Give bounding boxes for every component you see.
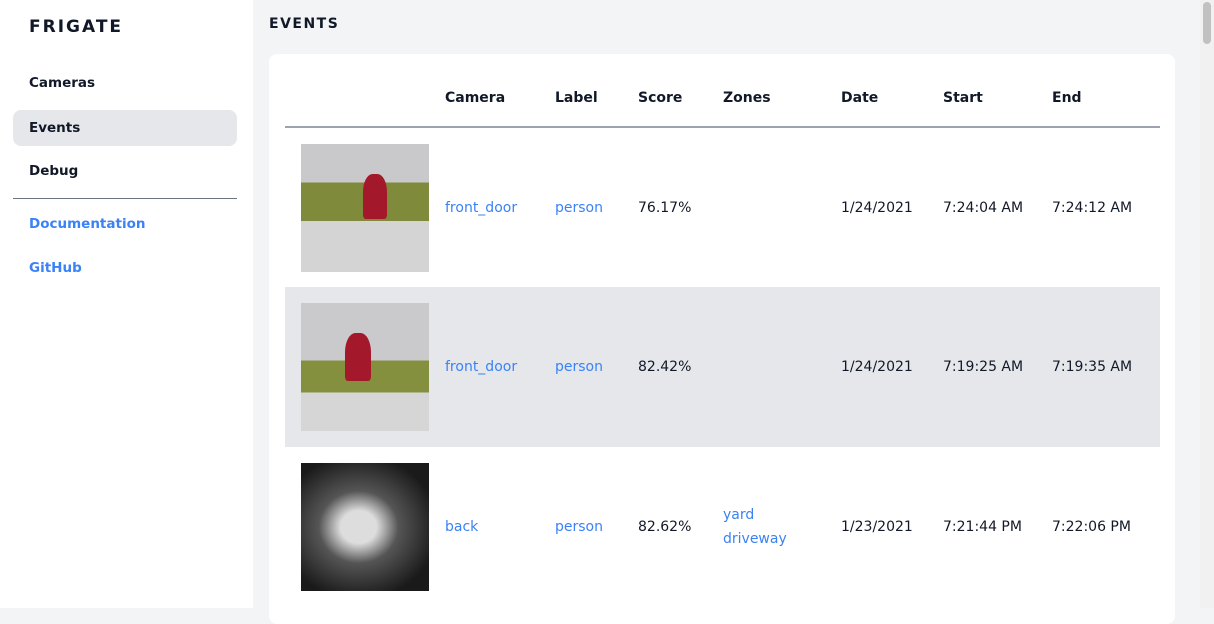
sidebar-divider xyxy=(13,198,237,199)
start-time: 7:19:25 AM xyxy=(943,287,1052,447)
zones: yard driveway xyxy=(723,447,841,607)
start-time: 7:21:44 PM xyxy=(943,519,1022,535)
event-thumbnail[interactable] xyxy=(301,303,429,431)
date: 1/23/2021 xyxy=(841,519,913,535)
end-time: 7:19:35 AM xyxy=(1052,287,1160,447)
camera-link[interactable]: front_door xyxy=(445,199,518,216)
header-label: Label xyxy=(555,70,638,128)
events-card: Camera Label Score Zones Date Start End … xyxy=(269,54,1175,624)
label-link[interactable]: person xyxy=(555,199,603,216)
event-thumbnail[interactable] xyxy=(301,143,429,272)
table-row[interactable]: back person 82.62% yard driveway 1/23/20… xyxy=(285,447,1160,607)
end-time: 7:24:12 AM xyxy=(1052,199,1133,216)
score: 82.62% xyxy=(638,519,692,535)
header-score: Score xyxy=(638,70,723,128)
zones xyxy=(723,127,841,287)
header-date: Date xyxy=(841,70,943,128)
sidebar: FRIGATE Cameras Events Debug Documentati… xyxy=(0,0,253,608)
label-link[interactable]: person xyxy=(555,287,638,447)
sidebar-link-github[interactable]: GitHub xyxy=(29,260,82,276)
header-thumbnail xyxy=(285,70,445,128)
table-row[interactable]: front_door person 82.42% 1/24/2021 7:19:… xyxy=(285,287,1160,447)
table-row[interactable]: front_door person 76.17% 1/24/2021 7:24:… xyxy=(285,127,1160,287)
event-thumbnail[interactable] xyxy=(301,463,429,591)
score: 82.42% xyxy=(638,287,723,447)
sidebar-item-cameras[interactable]: Cameras xyxy=(29,75,96,91)
score: 76.17% xyxy=(638,199,692,216)
scrollbar-thumb[interactable] xyxy=(1203,2,1211,44)
zone-link[interactable]: driveway xyxy=(723,531,787,547)
date: 1/24/2021 xyxy=(841,287,943,447)
events-table: Camera Label Score Zones Date Start End … xyxy=(285,70,1160,607)
scrollbar[interactable] xyxy=(1200,0,1214,608)
sidebar-item-debug[interactable]: Debug xyxy=(29,163,79,179)
brand-logo: FRIGATE xyxy=(29,17,124,37)
sidebar-link-documentation[interactable]: Documentation xyxy=(29,216,146,232)
end-time: 7:22:06 PM xyxy=(1052,519,1131,535)
camera-link[interactable]: front_door xyxy=(445,287,555,447)
sidebar-item-events[interactable]: Events xyxy=(13,110,237,146)
page-title: EVENTS xyxy=(269,16,340,32)
zone-link[interactable]: yard xyxy=(723,507,755,523)
zones xyxy=(723,287,841,447)
date: 1/24/2021 xyxy=(841,199,913,216)
header-camera: Camera xyxy=(445,70,555,128)
label-link[interactable]: person xyxy=(555,519,603,535)
header-zones: Zones xyxy=(723,70,841,128)
start-time: 7:24:04 AM xyxy=(943,199,1024,216)
header-start: Start xyxy=(943,70,1052,128)
camera-link[interactable]: back xyxy=(445,519,479,535)
header-end: End xyxy=(1052,70,1160,128)
